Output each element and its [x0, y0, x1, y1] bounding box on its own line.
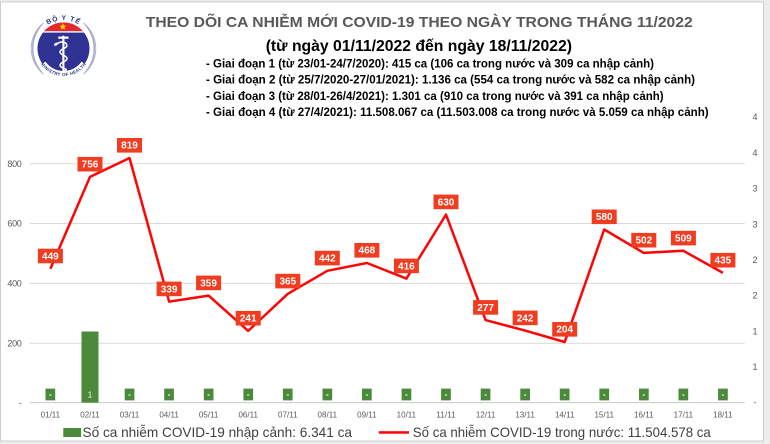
svg-text:16/11: 16/11	[634, 410, 654, 420]
svg-text:08/11: 08/11	[318, 410, 338, 420]
svg-text:13/11: 13/11	[515, 410, 535, 420]
svg-text:- Giai đoạn 2 (từ 25/7/2020-27: - Giai đoạn 2 (từ 25/7/2020-27/01/2021):…	[206, 73, 695, 87]
svg-text:630: 630	[438, 197, 455, 208]
svg-text:-: -	[19, 398, 22, 408]
svg-text:242: 242	[517, 313, 534, 324]
svg-text:- Giai đoạn 3 (từ 28/01-26/4/2: - Giai đoạn 3 (từ 28/01-26/4/2021): 1.30…	[206, 89, 664, 103]
svg-text:502: 502	[635, 236, 652, 247]
svg-text:3: 3	[752, 184, 757, 194]
svg-text:(từ ngày 01/11/2022 đến ngày 1: (từ ngày 01/11/2022 đến ngày 18/11/2022)	[266, 38, 572, 55]
svg-text:2: 2	[752, 291, 757, 301]
svg-text:819: 819	[121, 141, 138, 152]
svg-text:BỘ Y TẾ: BỘ Y TẾ	[45, 14, 83, 27]
svg-text:07/11: 07/11	[278, 410, 298, 420]
svg-text:02/11: 02/11	[80, 410, 100, 420]
svg-text:-: -	[754, 398, 757, 408]
svg-text:Số ca nhiễm COVID-19 nhập cảnh: Số ca nhiễm COVID-19 nhập cảnh: 6.341 ca	[83, 424, 353, 440]
svg-text:600: 600	[7, 219, 21, 229]
svg-text:THEO DÕI CA NHIỄM MỚI COVID-19: THEO DÕI CA NHIỄM MỚI COVID-19 THEO NGÀY…	[146, 13, 693, 31]
svg-text:12/11: 12/11	[476, 410, 496, 420]
svg-text:2: 2	[752, 255, 757, 265]
svg-text:756: 756	[82, 160, 99, 171]
svg-text:442: 442	[319, 254, 336, 265]
svg-text:241: 241	[240, 314, 257, 325]
svg-text:449: 449	[42, 251, 59, 262]
svg-text:18/11: 18/11	[713, 410, 733, 420]
svg-text:339: 339	[161, 284, 178, 295]
svg-text:15/11: 15/11	[594, 410, 614, 420]
svg-text:- Giai đoạn 4 (từ 27/4/2021):: - Giai đoạn 4 (từ 27/4/2021): 11.508.067…	[206, 105, 709, 119]
svg-text:05/11: 05/11	[199, 410, 219, 420]
svg-text:10/11: 10/11	[397, 410, 417, 420]
svg-text:4: 4	[752, 112, 757, 122]
svg-text:11/11: 11/11	[436, 410, 456, 420]
svg-text:06/11: 06/11	[238, 410, 258, 420]
svg-text:09/11: 09/11	[357, 410, 377, 420]
svg-text:200: 200	[7, 338, 21, 348]
svg-text:- Giai đoạn 1 (từ 23/01-24/7/2: - Giai đoạn 1 (từ 23/01-24/7/2020): 415 …	[206, 57, 654, 71]
svg-text:Số ca nhiễm COVID-19 trong nướ: Số ca nhiễm COVID-19 trong nước: 11.504.…	[413, 424, 711, 440]
svg-text:1: 1	[752, 326, 757, 336]
svg-text:435: 435	[715, 256, 732, 267]
svg-text:359: 359	[200, 278, 217, 289]
svg-text:800: 800	[7, 159, 21, 169]
svg-text:468: 468	[359, 246, 376, 257]
svg-text:1: 1	[88, 390, 93, 400]
svg-text:580: 580	[596, 212, 613, 223]
svg-text:277: 277	[477, 303, 494, 314]
svg-text:365: 365	[279, 277, 296, 288]
svg-text:01/11: 01/11	[41, 410, 61, 420]
svg-text:03/11: 03/11	[120, 410, 140, 420]
svg-text:400: 400	[7, 279, 21, 289]
svg-text:4: 4	[752, 148, 757, 158]
svg-text:04/11: 04/11	[159, 410, 179, 420]
svg-text:416: 416	[398, 261, 415, 272]
svg-text:204: 204	[556, 325, 573, 336]
svg-text:509: 509	[675, 234, 692, 245]
svg-text:14/11: 14/11	[555, 410, 575, 420]
svg-text:1: 1	[752, 362, 757, 372]
svg-text:3: 3	[752, 219, 757, 229]
svg-text:17/11: 17/11	[674, 410, 694, 420]
